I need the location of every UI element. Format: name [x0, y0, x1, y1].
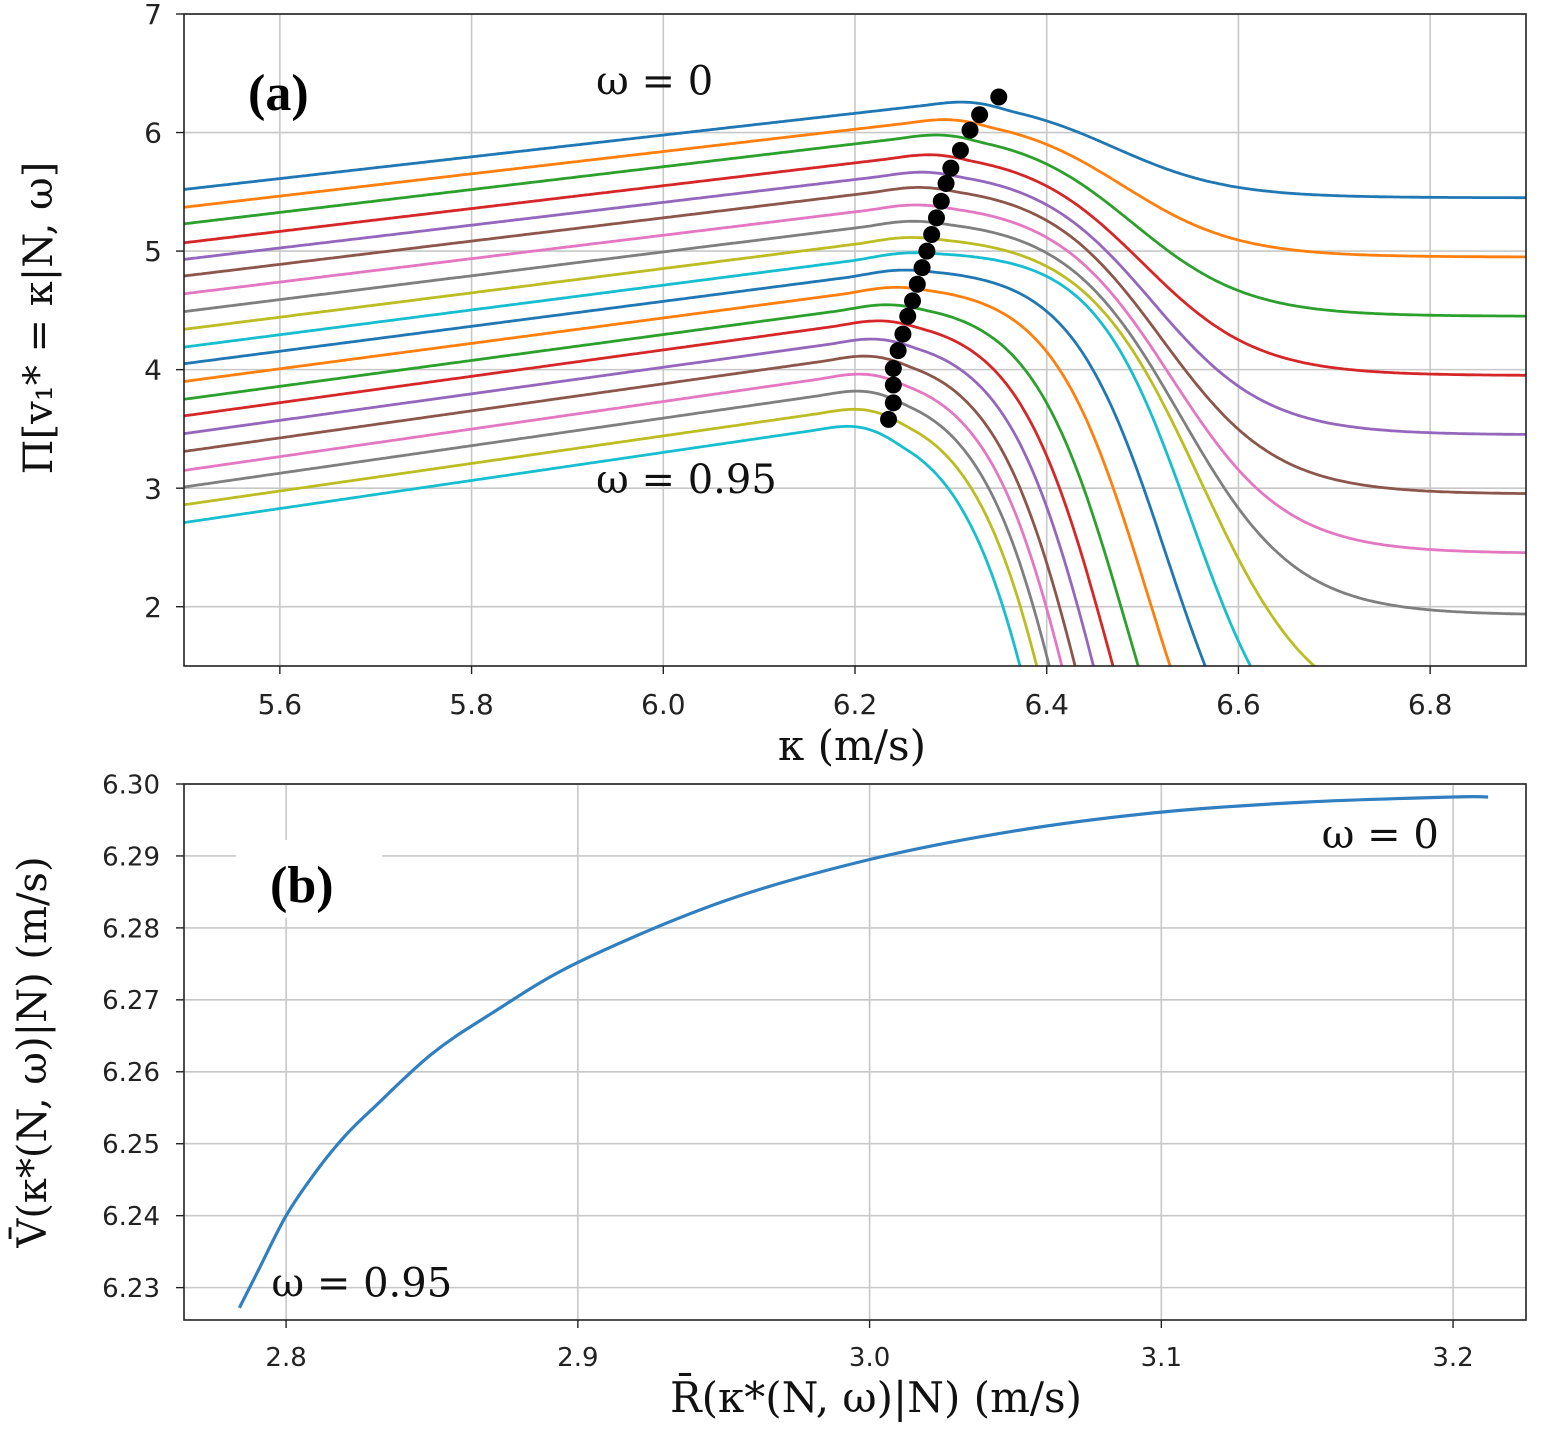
b-y-axis-label: V̄(κ*(N, ω)|N) (m/s) — [9, 856, 56, 1248]
a-peak-marker — [961, 121, 979, 139]
a-y-tick-label: 6 — [144, 117, 162, 150]
a-panel-label: (a) — [248, 65, 309, 122]
a-x-tick-label: 5.6 — [258, 688, 303, 721]
a-series-curve-omega-0.65 — [184, 319, 1115, 666]
a-series-curve-omega-0.6 — [184, 303, 1140, 666]
a-x-tick-label: 6.0 — [641, 688, 686, 721]
b-series-line — [237, 795, 1489, 1309]
a-y-tick-label: 3 — [144, 472, 162, 505]
b-x-tick-label: 2.9 — [557, 1343, 598, 1373]
a-y-tick-label: 2 — [144, 591, 162, 624]
a-series-curve-omega-0.25 — [184, 185, 1526, 495]
b-x-tick-label: 3.2 — [1432, 1343, 1473, 1373]
a-x-tick-label: 6.2 — [833, 688, 878, 721]
a-peak-marker — [884, 376, 902, 394]
a-peak-marker — [904, 292, 922, 310]
b-y-tick-label: 6.29 — [102, 842, 160, 872]
a-omega-top-annotation: ω = 0 — [596, 59, 713, 105]
a-y-tick-label: 5 — [144, 235, 162, 268]
b-y-tick-label: 6.24 — [102, 1202, 160, 1232]
b-x-axis-label: R̄(κ*(N, ω)|N) (m/s) — [670, 1371, 1082, 1422]
a-series-curve-omega-0.85 — [184, 389, 1051, 666]
b-y-tick-label: 6.23 — [102, 1274, 160, 1304]
b-y-tick-label: 6.27 — [102, 986, 160, 1016]
a-peak-marker — [899, 307, 917, 325]
b-omega-bottom-annotation: ω = 0.95 — [272, 1260, 453, 1306]
a-peak-marker — [951, 141, 969, 159]
a-tick-labels: 5.6 5.8 6.0 6.2 6.4 6.6 6.8 2 3 4 5 6 7 — [144, 0, 1452, 721]
a-series-curve-omega-0.75 — [184, 354, 1077, 666]
a-x-tick-label: 6.4 — [1024, 688, 1069, 721]
b-plot-frame — [183, 783, 1527, 1321]
a-peak-marker — [884, 394, 902, 412]
b-x-tick-label: 3.0 — [849, 1343, 890, 1373]
a-peak-marker — [932, 192, 950, 210]
a-peak-marker — [942, 159, 960, 177]
b-curves — [237, 795, 1489, 1309]
b-gridlines — [184, 783, 1526, 1320]
a-y-tick-label: 7 — [144, 0, 162, 31]
a-peak-marker — [971, 106, 989, 124]
a-peak-marker — [908, 275, 926, 293]
a-series-curve-omega-0 — [184, 100, 1526, 200]
a-series-curve-omega-0.05 — [184, 118, 1526, 259]
a-series-curve-omega-0.55 — [184, 285, 1172, 666]
b-panel-label: (b) — [270, 857, 334, 914]
a-omega-bottom-annotation: ω = 0.95 — [596, 457, 777, 503]
a-peak-marker — [884, 359, 902, 377]
b-x-tick-label: 2.8 — [265, 1343, 306, 1373]
a-x-tick-label: 6.8 — [1408, 688, 1453, 721]
a-peak-markers — [880, 88, 1008, 428]
b-omega-top-annotation: ω = 0 — [1322, 812, 1439, 858]
a-series-curve-omega-0.4 — [184, 236, 1317, 666]
a-y-axis-label: Π[v₁* = κ|N, ω] — [16, 162, 62, 475]
a-series-curve-omega-0.2 — [184, 170, 1526, 436]
a-peak-marker — [880, 410, 898, 428]
b-y-tick-label: 6.28 — [102, 914, 160, 944]
a-series-curve-omega-0.45 — [184, 251, 1253, 666]
a-series-curve-omega-0.7 — [184, 337, 1095, 666]
a-peak-marker — [913, 259, 931, 277]
a-series-curve-omega-0.5 — [184, 268, 1207, 666]
b-x-tick-label: 3.1 — [1141, 1343, 1182, 1373]
a-x-axis-label: κ (m/s) — [778, 721, 926, 770]
a-series-curve-omega-0.15 — [184, 153, 1526, 377]
a-peak-marker — [990, 88, 1008, 106]
a-x-tick-label: 5.8 — [449, 688, 494, 721]
panel-a: 5.6 5.8 6.0 6.2 6.4 6.6 6.8 2 3 4 5 6 7 (a) ω = 0 ω … — [16, 0, 1527, 770]
b-y-tick-label: 6.26 — [102, 1058, 160, 1088]
a-series-curve-omega-0.3 — [184, 203, 1526, 554]
a-peak-marker — [889, 342, 907, 360]
a-peak-marker — [923, 225, 941, 243]
b-y-tick-label: 6.25 — [102, 1130, 160, 1160]
a-x-tick-label: 6.6 — [1216, 688, 1261, 721]
a-series-curve-omega-0.8 — [184, 372, 1064, 666]
a-series-curve-omega-0.1 — [184, 133, 1526, 318]
a-peak-marker — [927, 209, 945, 227]
a-series-curve-omega-0.95 — [184, 424, 1022, 666]
a-peak-marker — [918, 242, 936, 260]
b-y-tick-label: 6.30 — [102, 770, 160, 800]
a-peak-marker — [937, 175, 955, 193]
b-legend-backdrop — [236, 840, 382, 918]
panel-b: 2.8 2.9 3.0 3.1 3.2 6.23 6.24 6.25 6.26 6.27 6.28 6… — [9, 770, 1527, 1422]
a-curves — [184, 100, 1526, 666]
a-series-curve-omega-0.35 — [184, 219, 1526, 616]
b-tick-labels: 2.8 2.9 3.0 3.1 3.2 6.23 6.24 6.25 6.26 6.27 6.28 6… — [102, 770, 1474, 1373]
a-y-tick-label: 4 — [144, 354, 162, 387]
a-peak-marker — [894, 325, 912, 343]
a-series-curve-omega-0.9 — [184, 407, 1039, 666]
